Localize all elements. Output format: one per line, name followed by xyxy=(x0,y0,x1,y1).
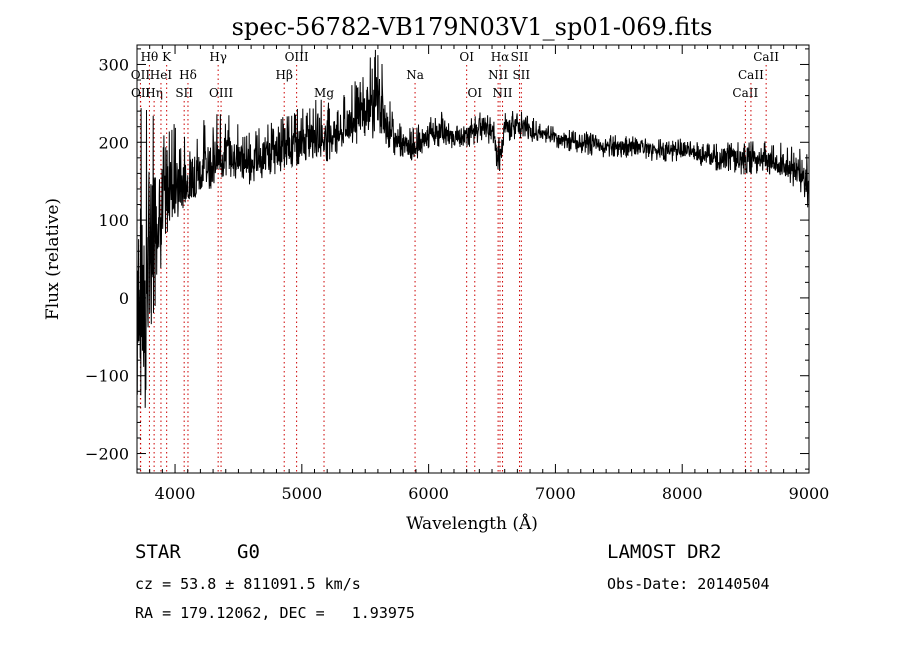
line-marker-label: Hγ xyxy=(209,50,227,64)
line-marker-label: OI xyxy=(459,50,474,64)
line-marker-label: OI xyxy=(467,86,482,100)
x-tick-label: 5000 xyxy=(281,484,322,503)
y-tick-label: 300 xyxy=(98,55,129,74)
line-marker-label: Mg xyxy=(314,86,334,100)
line-marker-label: K xyxy=(162,50,172,64)
coordinates: RA = 179.12062, DEC = 1.93975 xyxy=(135,604,415,622)
x-tick-label: 8000 xyxy=(662,484,703,503)
line-marker-label: HeI xyxy=(150,68,173,82)
y-tick-label: 100 xyxy=(98,211,129,230)
line-marker-label: Hθ xyxy=(141,50,159,64)
line-marker-label: Hδ xyxy=(179,68,197,82)
y-tick-label: 200 xyxy=(98,133,129,152)
line-marker-label: OII xyxy=(131,86,151,100)
spectrum-line xyxy=(136,49,810,408)
x-tick-label: 7000 xyxy=(535,484,576,503)
line-marker-label: SII xyxy=(512,68,530,82)
plot-frame xyxy=(136,44,810,474)
line-marker-label: OII xyxy=(131,68,151,82)
line-marker-label: CaII xyxy=(732,86,758,100)
line-marker-label: Hβ xyxy=(276,68,293,82)
x-tick-label: 4000 xyxy=(155,484,196,503)
line-marker-label: Hα xyxy=(491,50,510,64)
x-tick-label: 9000 xyxy=(789,484,830,503)
line-marker-label: OIII xyxy=(209,86,233,100)
line-marker-label: SII xyxy=(511,50,529,64)
y-axis-label: Flux (relative) xyxy=(43,198,63,320)
survey-name: LAMOST DR2 xyxy=(607,541,722,563)
y-tick-label: −100 xyxy=(85,367,129,386)
y-tick-label: −200 xyxy=(85,445,129,464)
object-subclass: G0 xyxy=(237,541,260,563)
line-marker-label: NII xyxy=(488,68,508,82)
line-marker-label: Hη xyxy=(145,86,163,100)
chart-title: spec-56782-VB179N03V1_sp01-069.fits xyxy=(232,13,713,41)
x-tick-label: 6000 xyxy=(408,484,449,503)
obs-date: Obs-Date: 20140504 xyxy=(607,575,770,593)
line-marker-label: CaII xyxy=(753,50,779,64)
axis-ticks: 4000 5000 6000 7000 8000 9000 −200 −100 0 100 200 3… xyxy=(85,45,829,503)
y-tick-label: 0 xyxy=(119,289,129,308)
object-class: STAR xyxy=(135,541,181,563)
line-marker-label: Na xyxy=(406,68,424,82)
redshift-line: cz = 53.8 ± 811091.5 km/s xyxy=(135,575,361,593)
line-marker-label: NII xyxy=(493,86,513,100)
x-axis-label: Wavelength (Å) xyxy=(406,513,538,534)
line-marker-label: OIII xyxy=(285,50,309,64)
line-marker-label: CaII xyxy=(738,68,764,82)
line-marker-label: SII xyxy=(175,86,193,100)
